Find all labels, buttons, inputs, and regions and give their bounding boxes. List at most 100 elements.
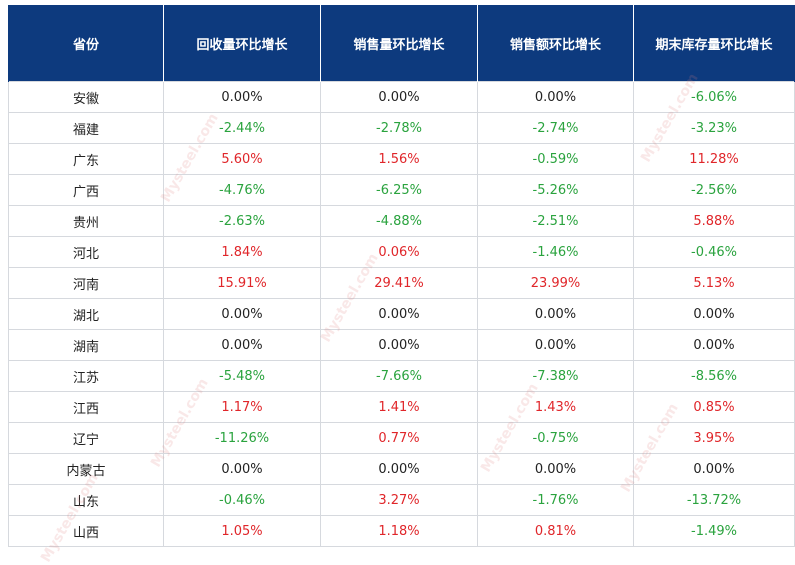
value-cell: 0.00% (477, 329, 634, 361)
value-cell: 1.43% (477, 391, 634, 423)
table-row: 安徽 0.00% 0.00% 0.00% -6.06% (8, 81, 795, 113)
value-cell: 11.28% (633, 143, 795, 175)
province-cell: 贵州 (8, 205, 164, 237)
value-cell: 23.99% (477, 267, 634, 299)
value-cell: 0.00% (163, 329, 321, 361)
value-cell: -2.63% (163, 205, 321, 237)
value-cell: 3.27% (320, 484, 478, 516)
value-cell: 0.00% (633, 329, 795, 361)
table-row: 山西 1.05% 1.18% 0.81% -1.49% (8, 515, 795, 547)
table-header: 省份 回收量环比增长 销售量环比增长 销售额环比增长 期末库存量环比增长 (8, 5, 795, 82)
value-cell: -7.38% (477, 360, 634, 392)
value-cell: -3.23% (633, 112, 795, 144)
province-cell: 湖南 (8, 329, 164, 361)
value-cell: -6.25% (320, 174, 478, 206)
province-cell: 江苏 (8, 360, 164, 392)
value-cell: 0.00% (320, 453, 478, 485)
value-cell: -1.76% (477, 484, 634, 516)
province-cell: 广西 (8, 174, 164, 206)
header-recovery-growth: 回收量环比增长 (163, 5, 321, 82)
value-cell: 1.17% (163, 391, 321, 423)
value-cell: 1.56% (320, 143, 478, 175)
table-body: 安徽 0.00% 0.00% 0.00% -6.06% 福建 -2.44% -2.78% -2.… (8, 81, 795, 547)
value-cell: 3.95% (633, 422, 795, 454)
province-growth-table: 省份 回收量环比增长 销售量环比增长 销售额环比增长 期末库存量环比增长 安徽 0… (8, 5, 795, 547)
table-row: 辽宁 -11.26% 0.77% -0.75% 3.95% (8, 422, 795, 454)
table-row: 湖北 0.00% 0.00% 0.00% 0.00% (8, 298, 795, 330)
header-inventory-growth: 期末库存量环比增长 (633, 5, 795, 82)
header-sales-amount-growth: 销售额环比增长 (477, 5, 634, 82)
value-cell: 1.41% (320, 391, 478, 423)
value-cell: -2.74% (477, 112, 634, 144)
value-cell: -0.75% (477, 422, 634, 454)
value-cell: -4.88% (320, 205, 478, 237)
value-cell: -11.26% (163, 422, 321, 454)
value-cell: 0.00% (163, 298, 321, 330)
value-cell: -4.76% (163, 174, 321, 206)
value-cell: -5.48% (163, 360, 321, 392)
value-cell: 0.85% (633, 391, 795, 423)
header-sales-volume-growth: 销售量环比增长 (320, 5, 478, 82)
value-cell: 1.84% (163, 236, 321, 268)
province-cell: 辽宁 (8, 422, 164, 454)
value-cell: 0.00% (633, 298, 795, 330)
value-cell: -1.46% (477, 236, 634, 268)
province-cell: 河北 (8, 236, 164, 268)
value-cell: -8.56% (633, 360, 795, 392)
header-province: 省份 (8, 5, 164, 82)
value-cell: -0.46% (633, 236, 795, 268)
value-cell: 0.00% (477, 453, 634, 485)
table-row: 河北 1.84% 0.06% -1.46% -0.46% (8, 236, 795, 268)
value-cell: 0.77% (320, 422, 478, 454)
table-row: 湖南 0.00% 0.00% 0.00% 0.00% (8, 329, 795, 361)
table-row: 福建 -2.44% -2.78% -2.74% -3.23% (8, 112, 795, 144)
province-cell: 山西 (8, 515, 164, 547)
value-cell: 0.00% (320, 81, 478, 113)
value-cell: -5.26% (477, 174, 634, 206)
table-row: 江西 1.17% 1.41% 1.43% 0.85% (8, 391, 795, 423)
value-cell: -2.44% (163, 112, 321, 144)
value-cell: -2.78% (320, 112, 478, 144)
table-row: 内蒙古 0.00% 0.00% 0.00% 0.00% (8, 453, 795, 485)
data-table-container: 省份 回收量环比增长 销售量环比增长 销售额环比增长 期末库存量环比增长 安徽 0… (8, 5, 795, 547)
value-cell: -6.06% (633, 81, 795, 113)
value-cell: 0.00% (163, 453, 321, 485)
value-cell: -7.66% (320, 360, 478, 392)
province-cell: 福建 (8, 112, 164, 144)
value-cell: 1.18% (320, 515, 478, 547)
province-cell: 内蒙古 (8, 453, 164, 485)
table-row: 河南 15.91% 29.41% 23.99% 5.13% (8, 267, 795, 299)
value-cell: 0.00% (477, 81, 634, 113)
value-cell: -13.72% (633, 484, 795, 516)
value-cell: -1.49% (633, 515, 795, 547)
value-cell: 0.00% (633, 453, 795, 485)
value-cell: 5.60% (163, 143, 321, 175)
table-row: 山东 -0.46% 3.27% -1.76% -13.72% (8, 484, 795, 516)
value-cell: 15.91% (163, 267, 321, 299)
value-cell: 1.05% (163, 515, 321, 547)
value-cell: 0.00% (163, 81, 321, 113)
province-cell: 广东 (8, 143, 164, 175)
province-cell: 河南 (8, 267, 164, 299)
value-cell: -0.46% (163, 484, 321, 516)
value-cell: 0.00% (477, 298, 634, 330)
header-row: 省份 回收量环比增长 销售量环比增长 销售额环比增长 期末库存量环比增长 (8, 5, 795, 82)
value-cell: 0.06% (320, 236, 478, 268)
province-cell: 湖北 (8, 298, 164, 330)
province-cell: 江西 (8, 391, 164, 423)
value-cell: 0.81% (477, 515, 634, 547)
value-cell: 0.00% (320, 329, 478, 361)
table-row: 贵州 -2.63% -4.88% -2.51% 5.88% (8, 205, 795, 237)
province-cell: 安徽 (8, 81, 164, 113)
value-cell: -2.51% (477, 205, 634, 237)
value-cell: 0.00% (320, 298, 478, 330)
table-row: 江苏 -5.48% -7.66% -7.38% -8.56% (8, 360, 795, 392)
value-cell: 29.41% (320, 267, 478, 299)
value-cell: 5.13% (633, 267, 795, 299)
value-cell: 5.88% (633, 205, 795, 237)
table-row: 广西 -4.76% -6.25% -5.26% -2.56% (8, 174, 795, 206)
value-cell: -0.59% (477, 143, 634, 175)
table-row: 广东 5.60% 1.56% -0.59% 11.28% (8, 143, 795, 175)
province-cell: 山东 (8, 484, 164, 516)
value-cell: -2.56% (633, 174, 795, 206)
